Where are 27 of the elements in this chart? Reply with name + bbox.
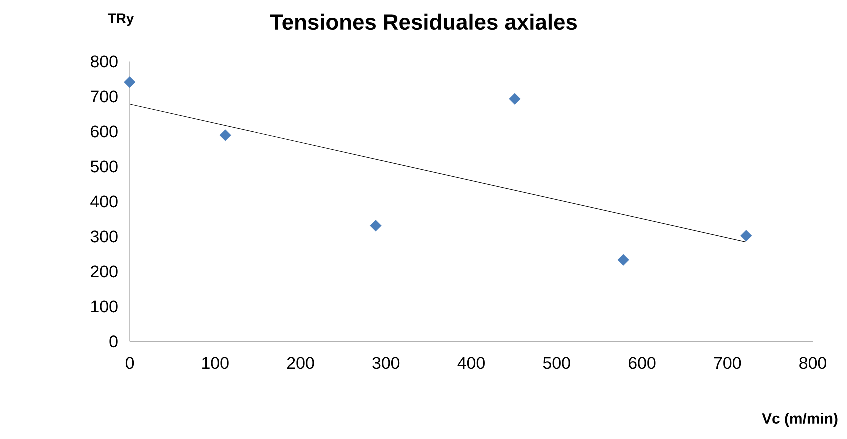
y-tick-label: 500 xyxy=(90,160,118,173)
chart-title: Tensiones Residuales axiales xyxy=(270,14,577,30)
y-tick-label: 100 xyxy=(92,300,118,313)
x-tick-label: 600 xyxy=(628,357,656,370)
x-axis-title: Vc (m/min) xyxy=(762,413,838,427)
y-tick-label: 800 xyxy=(90,56,118,68)
y-tick-label: 600 xyxy=(91,126,118,138)
x-tick-label: 0 xyxy=(126,357,134,370)
point xyxy=(124,76,136,88)
y-tick-label: 0 xyxy=(110,336,118,348)
y-axis-title: TRy xyxy=(108,14,134,26)
y-tick-label: 700 xyxy=(91,90,118,103)
x-tick-label: 700 xyxy=(714,357,742,370)
x-tick-label: 100 xyxy=(202,357,229,370)
y-tick-label: 400 xyxy=(90,196,118,208)
x-tick-label: 400 xyxy=(458,357,485,370)
point xyxy=(370,220,382,232)
y-tick-label: 200 xyxy=(91,266,118,278)
x-tick-label: 800 xyxy=(800,357,826,370)
point xyxy=(220,130,232,142)
point xyxy=(618,254,630,266)
point xyxy=(740,230,752,242)
x-tick-label: 300 xyxy=(372,357,400,370)
x-tick-label: 500 xyxy=(543,357,570,370)
x-tick-label: 200 xyxy=(287,357,314,370)
point xyxy=(509,93,521,105)
y-tick-label: 300 xyxy=(90,230,118,243)
